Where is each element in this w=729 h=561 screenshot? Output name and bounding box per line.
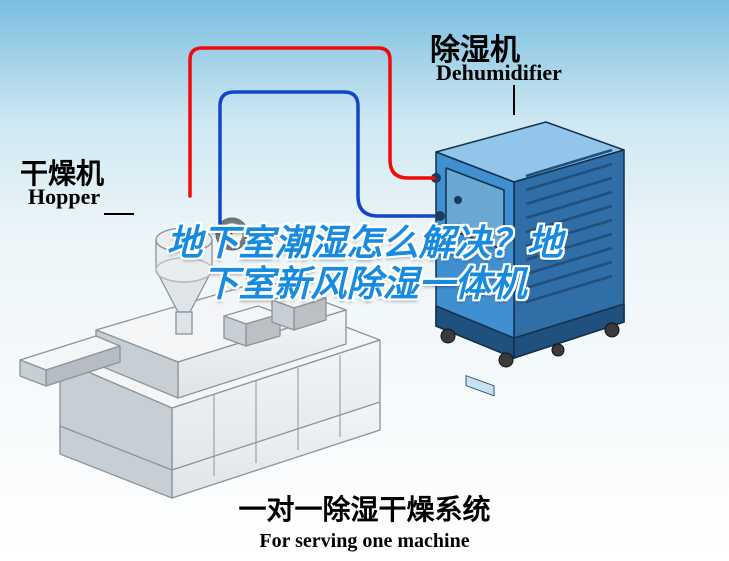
title-overlay: 地下室潮湿怎么解决？地 下室新风除湿一体机	[0, 222, 729, 305]
footer-cn: 一对一除湿干燥系统	[0, 488, 729, 528]
hopper-leader-line	[104, 213, 134, 215]
footer-en: For serving one machine	[0, 530, 729, 553]
hopper-label-en: Hopper	[28, 184, 100, 210]
stage: 除湿机 Dehumidifier 干燥机 Hopper 地下室潮湿怎么解决？地 …	[0, 0, 729, 561]
dehumidifier-label-en: Dehumidifier	[436, 60, 562, 86]
footer-caption: 一对一除湿干燥系统 For serving one machine	[0, 488, 729, 553]
dehumidifier-leader-line	[513, 85, 515, 115]
